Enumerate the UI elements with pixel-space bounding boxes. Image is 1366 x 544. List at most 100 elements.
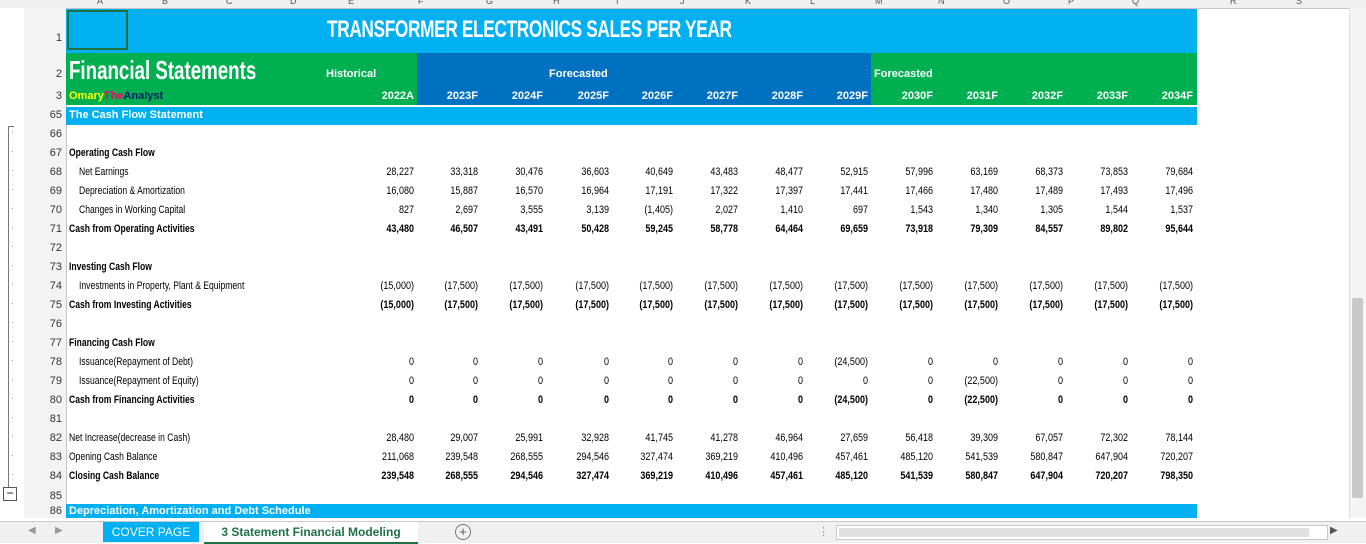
row-number[interactable]: 72 [49,242,62,254]
table-cell[interactable]: 294,546 [576,451,609,463]
row-number[interactable]: 65 [49,109,62,121]
column-letter-e[interactable]: E [348,0,355,6]
table-cell[interactable]: 0 [603,375,609,387]
row-number[interactable]: 83 [49,451,62,463]
row-number[interactable]: 70 [49,204,62,216]
column-letter-l[interactable]: L [810,0,816,6]
table-cell[interactable]: 28,227 [386,166,414,178]
table-cell[interactable]: 30,476 [515,166,543,178]
table-cell[interactable]: 59,245 [645,223,673,235]
table-cell[interactable]: (17,500) [1159,299,1193,311]
table-cell[interactable]: 48,477 [775,166,803,178]
table-cell[interactable]: (15,000) [380,299,414,311]
table-cell[interactable]: 1,305 [1040,204,1063,216]
row-label[interactable]: Cash from Investing Activities [69,299,192,311]
row-number[interactable]: 3 [55,90,62,102]
table-cell[interactable]: 43,491 [515,223,543,235]
table-cell[interactable]: 79,309 [970,223,998,235]
table-cell[interactable]: (17,500) [899,299,933,311]
table-cell[interactable]: (17,500) [1029,280,1063,292]
column-letter-d[interactable]: D [290,0,297,6]
column-letter-s[interactable]: S [1296,0,1303,6]
table-cell[interactable]: 17,496 [1165,185,1193,197]
horizontal-scrollbar[interactable] [836,525,1328,540]
hscroll-right-icon[interactable]: ▶ [1330,525,1338,536]
row-number[interactable]: 73 [49,261,62,273]
table-cell[interactable]: 485,120 [835,470,868,482]
table-cell[interactable]: 0 [797,394,803,406]
tab-cover-page[interactable]: COVER PAGE [103,522,199,542]
table-cell[interactable]: 369,219 [640,470,673,482]
table-cell[interactable]: 40,649 [645,166,673,178]
table-cell[interactable]: 3,139 [586,204,609,216]
table-cell[interactable]: 17,493 [1100,185,1128,197]
column-letter-b[interactable]: B [162,0,169,6]
table-cell[interactable]: 0 [927,375,933,387]
row-number[interactable]: 74 [49,280,62,292]
table-cell[interactable]: 0 [992,356,998,368]
table-cell[interactable]: 73,853 [1100,166,1128,178]
row-label[interactable]: Issuance(Repayment of Debt) [79,356,193,368]
table-cell[interactable]: 43,480 [386,223,414,235]
table-cell[interactable]: 3,555 [520,204,543,216]
table-cell[interactable]: 2,027 [715,204,738,216]
table-cell[interactable]: 0 [537,394,543,406]
table-cell[interactable]: 58,778 [710,223,738,235]
table-cell[interactable]: (17,500) [1029,299,1063,311]
row-label[interactable]: Net Increase(decrease in Cash) [69,432,191,444]
tab-splitter-icon[interactable]: ⋮ [818,526,829,538]
table-cell[interactable]: 73,918 [905,223,933,235]
table-cell[interactable]: 0 [667,394,673,406]
table-cell[interactable]: 0 [537,356,543,368]
table-cell[interactable]: (17,500) [444,280,478,292]
table-cell[interactable]: 457,461 [835,451,868,463]
table-cell[interactable]: 16,080 [386,185,414,197]
row-number[interactable]: 1 [55,32,62,44]
row-label[interactable]: Cash from Financing Activities [69,394,195,406]
table-cell[interactable]: 0 [1187,356,1193,368]
table-cell[interactable]: 29,007 [450,432,478,444]
table-cell[interactable]: 17,322 [710,185,738,197]
table-cell[interactable]: 327,474 [640,451,673,463]
selected-cell-a1[interactable] [67,10,128,50]
row-label[interactable]: Operating Cash Flow [69,147,155,159]
row-number[interactable]: 86 [49,505,62,517]
row-number[interactable]: 82 [49,432,62,444]
table-cell[interactable]: 541,539 [965,451,998,463]
table-cell[interactable]: 64,464 [775,223,803,235]
row-number[interactable]: 76 [49,318,62,330]
row-label[interactable]: Depreciation & Amortization [79,185,185,197]
row-label[interactable]: Investing Cash Flow [69,261,152,273]
table-cell[interactable]: 211,068 [382,451,414,463]
table-cell[interactable]: 0 [927,356,933,368]
table-cell[interactable]: 0 [927,394,933,406]
table-cell[interactable]: (17,500) [834,280,868,292]
table-cell[interactable]: 43,483 [710,166,738,178]
table-cell[interactable]: 0 [1057,375,1063,387]
table-cell[interactable]: 17,489 [1035,185,1063,197]
row-number[interactable]: 68 [49,166,62,178]
table-cell[interactable]: (17,500) [704,280,738,292]
row-label[interactable]: Investments in Property, Plant & Equipme… [79,280,245,292]
table-cell[interactable]: 68,373 [1035,166,1063,178]
column-letter-p[interactable]: P [1068,0,1075,6]
table-cell[interactable]: (17,500) [769,299,803,311]
table-cell[interactable]: (17,500) [769,280,803,292]
column-letter-a[interactable]: A [97,0,104,6]
row-label[interactable]: Changes in Working Capital [79,204,186,216]
table-cell[interactable]: 17,466 [905,185,933,197]
table-cell[interactable]: 1,543 [910,204,933,216]
table-cell[interactable]: (17,500) [964,280,998,292]
table-cell[interactable]: 647,904 [1095,451,1128,463]
add-sheet-button[interactable]: + [455,524,471,540]
table-cell[interactable]: 369,219 [705,451,738,463]
table-cell[interactable]: (17,500) [444,299,478,311]
table-cell[interactable]: 17,480 [970,185,998,197]
collapse-button[interactable]: − [3,487,17,501]
table-cell[interactable]: 647,904 [1030,470,1063,482]
table-cell[interactable]: (17,500) [639,299,673,311]
table-cell[interactable]: 16,570 [515,185,543,197]
table-cell[interactable]: 50,428 [581,223,609,235]
table-cell[interactable]: 0 [472,356,478,368]
table-cell[interactable]: 69,659 [840,223,868,235]
